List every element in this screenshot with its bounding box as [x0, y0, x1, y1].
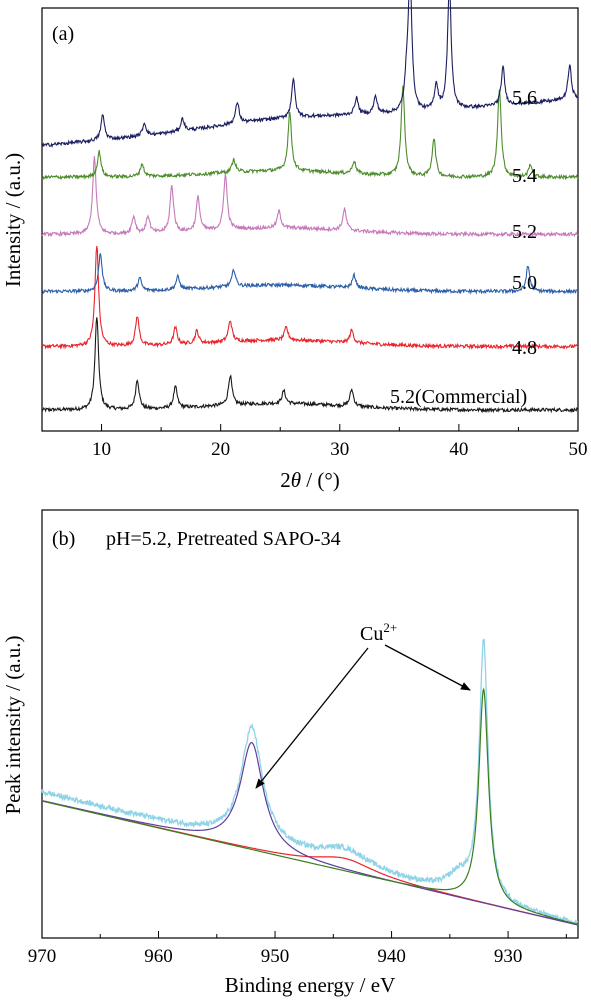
x-tick-label: 20 [211, 439, 230, 460]
panel-b-y-axis-title: Peak intensity / (a.u.) [1, 635, 25, 814]
panel-b-series-group [41, 638, 579, 926]
cu2-annotation-label: Cu2+ [360, 620, 397, 645]
xrd-series-label: 4.8 [512, 337, 537, 359]
x-tick-label: 950 [261, 946, 290, 967]
cu2-arrow-left [255, 647, 369, 789]
x-tick-label: 930 [494, 946, 523, 967]
panel-b-x-ticks: 970 960 950 940 930 [28, 931, 567, 967]
xrd-series-label: 5.6 [512, 87, 537, 109]
xrd-series-label: 5.4 [512, 165, 537, 187]
panel-a-series-group [41, 0, 579, 414]
xrd-series-label: 5.2(Commercial) [390, 386, 527, 408]
xrd-series-line [41, 156, 579, 238]
panel-a-x-axis-title: 2θ / (°) [280, 468, 340, 492]
xps-series-line [41, 741, 579, 926]
panel-a-frame [41, 7, 579, 432]
cu2-annotation: Cu2+ [255, 620, 471, 789]
panel-b-x-axis-title: Binding energy / eV [225, 973, 396, 997]
x-tick-label: 940 [377, 946, 406, 967]
panel-a-y-axis-title: Intensity / (a.u.) [1, 153, 25, 287]
xrd-series-line [41, 245, 579, 351]
xrd-series-line [41, 317, 579, 414]
xrd-series-label: 5.2 [512, 221, 537, 243]
panel-a: (a) 5.2(Commercial) 4.8 5.0 5.2 5.4 5.6 10 20 3… [1, 0, 588, 492]
cu2-arrow-right [384, 644, 471, 691]
panel-b-title: pH=5.2, Pretreated SAPO-34 [106, 528, 341, 550]
panel-b-label: (b) [52, 528, 75, 550]
panel-a-label: (a) [52, 23, 74, 45]
xrd-series-label: 5.0 [512, 272, 537, 294]
xrd-series-line [41, 85, 579, 181]
xrd-series-line [42, 0, 579, 148]
x-tick-label: 50 [569, 439, 588, 460]
x-tick-label: 30 [330, 439, 349, 460]
xps-series-line [41, 687, 579, 925]
xps-series-line [41, 638, 578, 925]
x-tick-label: 10 [92, 439, 111, 460]
x-tick-label: 40 [449, 439, 468, 460]
x-tick-label: 960 [144, 946, 173, 967]
panel-b-frame [41, 509, 579, 939]
panel-b: (b) pH=5.2, Pretreated SAPO-34 Cu2+ 970 9… [1, 509, 579, 997]
x-tick-label: 970 [28, 946, 57, 967]
xrd-series-line [41, 253, 579, 295]
panel-a-series-labels: 5.2(Commercial) 4.8 5.0 5.2 5.4 5.6 [390, 87, 537, 408]
panel-a-x-ticks: 10 20 30 40 50 [41, 424, 588, 460]
